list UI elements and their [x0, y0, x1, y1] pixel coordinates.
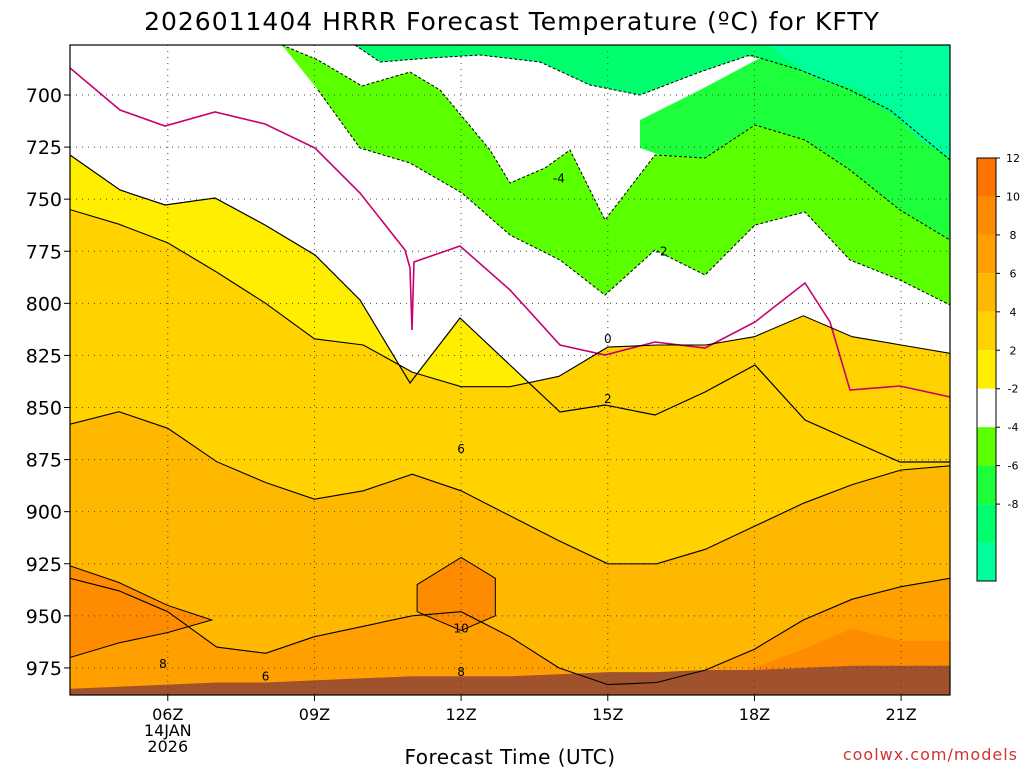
- contour-zero-line: [70, 67, 950, 398]
- y-tick-label: 975: [26, 658, 62, 680]
- colorbar: 12 10 8 6 4 2 -2 -4 -6 -8: [976, 152, 1020, 582]
- grid: [70, 45, 950, 695]
- colorbar-swatch: [977, 196, 996, 235]
- y-tick-label: 800: [26, 293, 62, 315]
- x-tick-label: 06Z: [152, 705, 183, 724]
- plot-frame: [69, 44, 951, 696]
- y-axis: 700 725 750 775 800 825 850 875 900 925 950 975: [26, 85, 70, 680]
- contour-label: -2: [656, 244, 668, 258]
- temp-band-10: [70, 578, 950, 695]
- contour-10-line: [70, 577, 950, 686]
- temp-band-minus-4: [550, 45, 950, 240]
- y-tick-label: 950: [26, 606, 62, 628]
- surface-ground: [70, 665, 950, 695]
- y-tick-label: 750: [26, 189, 62, 211]
- colorbar-swatch: [977, 234, 996, 274]
- x-year-label: 2026: [147, 737, 188, 756]
- contour-2-line: [70, 154, 950, 463]
- contour-6-line: [70, 209, 950, 388]
- x-axis-label: Forecast Time (UTC): [404, 745, 615, 768]
- contour-label: 10: [453, 621, 468, 635]
- colorbar-tick-label: -4: [1008, 421, 1019, 434]
- x-tick-label: 21Z: [885, 705, 916, 724]
- contour-label: 0: [604, 332, 612, 346]
- colorbar-tick-label: 4: [1010, 306, 1017, 319]
- colorbar-tick-label: -2: [1008, 383, 1019, 396]
- contour-minus-2-lower: [317, 89, 950, 306]
- colorbar-swatch: [977, 465, 996, 505]
- colorbar-frame: [976, 157, 997, 582]
- contour-8-line: [70, 411, 950, 565]
- colorbar-tick-label: -6: [1008, 460, 1019, 473]
- warm-core-12z: [416, 556, 496, 631]
- colorbar-swatch: [977, 427, 996, 466]
- y-tick-label: 850: [26, 398, 62, 420]
- colorbar-tick-label: 8: [1010, 229, 1017, 242]
- x-tick-label: 12Z: [445, 705, 476, 724]
- temp-band-8: [70, 411, 950, 695]
- colorbar-swatch: [977, 311, 996, 351]
- cold-region: [281, 45, 950, 306]
- y-tick-label: 775: [26, 241, 62, 263]
- x-date-label: 14JAN: [144, 721, 192, 740]
- y-tick-label: 825: [26, 345, 62, 367]
- chart-title: 2026011404 HRRR Forecast Temperature (ºC…: [144, 7, 880, 36]
- warm-pocket-left: [70, 565, 214, 659]
- colorbar-swatch: [977, 350, 996, 389]
- contour-label: 8: [159, 657, 167, 671]
- colorbar-swatch: [977, 158, 996, 197]
- y-tick-label: 875: [26, 450, 62, 472]
- y-tick-label: 700: [26, 85, 62, 107]
- contour-label: 2: [604, 392, 612, 406]
- plot-area: -4 -2 0 2 6 8 6 10 8: [70, 45, 950, 695]
- colorbar-tick-label: 6: [1010, 267, 1017, 280]
- colorbar-tick-label: 10: [1006, 190, 1020, 203]
- temp-band-minus-8: [770, 45, 950, 158]
- contour-label: -4: [553, 171, 565, 185]
- contour-label: 6: [457, 442, 465, 456]
- contour-lines: [70, 209, 950, 686]
- colorbar-tick-label: 12: [1006, 152, 1020, 165]
- x-tick-label: 15Z: [592, 705, 623, 724]
- x-tick-label: 18Z: [739, 705, 770, 724]
- contour-label: 8: [457, 665, 465, 679]
- y-tick-label: 725: [26, 137, 62, 159]
- colorbar-swatch: [977, 504, 996, 543]
- y-tick-label: 900: [26, 502, 62, 524]
- contour-label: 6: [262, 669, 270, 683]
- watermark: coolwx.com/models: [843, 745, 1018, 764]
- y-tick-label: 925: [26, 554, 62, 576]
- colorbar-swatch: [977, 273, 996, 312]
- colorbar-swatch: [977, 388, 996, 428]
- colorbar-tick-label: 2: [1010, 344, 1017, 357]
- contour-labels: -4 -2 0 2 6 8 6 10 8: [159, 171, 667, 683]
- colorbar-swatch: [977, 542, 996, 581]
- contour-minus-2: [281, 45, 950, 241]
- temp-band-minus-2: [282, 45, 950, 305]
- colorbar-tick-label: -8: [1008, 498, 1019, 511]
- x-tick-label: 09Z: [299, 705, 330, 724]
